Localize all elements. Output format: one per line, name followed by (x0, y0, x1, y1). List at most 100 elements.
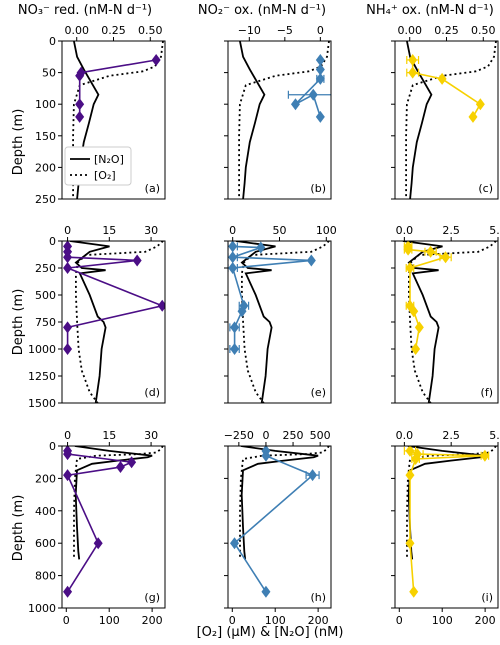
n2o-profile-g (74, 446, 153, 560)
top-tick-label-a: 0.50 (138, 24, 163, 37)
diamond-marker-c (468, 110, 478, 123)
top-tick-label-f: 2.5 (442, 224, 460, 237)
diamond-marker-i (480, 449, 490, 462)
diamond-marker-b (315, 53, 325, 66)
diamond-marker-d (63, 251, 73, 264)
diamond-marker-d (63, 343, 73, 355)
panel-b: −10 −5 0 (b) (224, 24, 332, 200)
diamond-marker-e (306, 254, 316, 267)
panel-label-c: (c) (478, 182, 493, 195)
panel-label-b: (b) (310, 182, 326, 195)
top-tick-label-e: 50 (273, 224, 287, 237)
plot-area-h (230, 446, 330, 598)
diamond-marker-f (403, 243, 413, 256)
n2o-profile-d (69, 241, 110, 403)
n2o-profile-e (235, 241, 276, 403)
diamond-marker-f (405, 262, 415, 274)
diamond-marker-g (63, 448, 73, 461)
col-title-1: NO₃⁻ red. (nM-N d⁻¹) (18, 3, 152, 18)
diamond-marker-g (63, 469, 73, 482)
bottom-tick-label-i: 0 (396, 614, 403, 627)
bottom-tick-label-i: 200 (475, 614, 496, 627)
top-tick-label-g: 0 (64, 429, 71, 442)
rate-line-d (66, 246, 165, 349)
rate-line-a (78, 59, 157, 117)
axes-frame-b (227, 40, 332, 200)
panel-h: −250 0 250 500 0 100 200 (h) (224, 429, 332, 627)
legend-o2-label: [O₂] (94, 169, 116, 182)
diamond-marker-i (405, 446, 415, 457)
y-tick-label-g: 600 (35, 537, 56, 550)
top-tick-label-i: 5.0 (489, 429, 500, 442)
panel-d: 0 250 500 750 1000 1250 1500 0 15 30 (d) (28, 224, 166, 410)
diamond-marker-f (426, 245, 436, 258)
diamond-marker-c (408, 66, 418, 79)
top-tick-label-d: 15 (102, 224, 116, 237)
panel-label-a: (a) (145, 182, 160, 195)
top-tick-label-g: 30 (144, 429, 158, 442)
diamond-marker-g (115, 461, 125, 474)
top-tick-label-i: 2.5 (442, 429, 460, 442)
top-tick-label-d: 0 (64, 224, 71, 237)
top-tick-label-a: 0.00 (64, 24, 89, 37)
diamond-marker-b (315, 72, 325, 85)
y-tick-label-d: 250 (35, 262, 56, 275)
diamond-marker-i (405, 469, 415, 482)
panel-a: 0 50 100 150 200 250 0.00 0.25 0.50 (a) [N₂O] [O₂] (35, 24, 166, 206)
diamond-marker-g (63, 585, 73, 598)
rate-line-f (407, 246, 449, 350)
diamond-marker-b (315, 63, 325, 76)
diamond-marker-a (75, 69, 85, 82)
plot-area-e (228, 241, 330, 403)
y-label-row-2: Depth (m) (11, 289, 26, 356)
plot-area-c (405, 41, 497, 199)
top-tick-label-e: 0 (229, 224, 236, 237)
col-title-2: NO₂⁻ ox. (nM-N d⁻¹) (198, 3, 326, 18)
n2o-profile-b (239, 41, 266, 199)
n2o-profile-f (402, 241, 443, 403)
diamond-marker-a (151, 53, 161, 66)
plot-area-i (403, 446, 497, 598)
y-tick-label-d: 500 (35, 289, 56, 302)
y-tick-label-a: 200 (35, 161, 56, 174)
diamond-marker-b (308, 88, 318, 101)
diamond-marker-e (228, 241, 238, 253)
diamond-marker-c (437, 72, 447, 85)
diamond-marker-g (93, 537, 103, 550)
o2-profile-i (406, 446, 497, 560)
diamond-marker-d (63, 321, 73, 334)
top-tick-label-f: 0.0 (396, 224, 414, 237)
diamond-marker-e (230, 343, 240, 355)
o2-profile-h (239, 446, 330, 560)
panel-label-g: (g) (144, 591, 160, 604)
diamond-marker-e (230, 321, 240, 334)
diamond-marker-f (414, 321, 424, 334)
y-tick-label-g: 800 (35, 570, 56, 583)
y-tick-label-a: 50 (42, 67, 56, 80)
y-tick-label-g: 1000 (28, 602, 56, 615)
top-tick-label-c: 0.25 (434, 24, 459, 37)
n2o-profile-i (407, 446, 486, 560)
panel-label-d: (d) (144, 386, 160, 399)
plot-area-g (63, 446, 164, 598)
panel-c: 0.00 0.25 0.50 (c) (391, 24, 499, 200)
axes-frame-g (61, 445, 166, 609)
top-tick-label-g: 15 (102, 429, 116, 442)
y-tick-label-d: 0 (49, 235, 56, 248)
y-tick-label-g: 0 (49, 440, 56, 453)
rate-line-c (411, 60, 482, 118)
y-tick-label-d: 1250 (28, 370, 56, 383)
y-tick-label-a: 100 (35, 98, 56, 111)
bottom-tick-label-i: 100 (432, 614, 453, 627)
panel-label-h: (h) (310, 591, 326, 604)
top-tick-label-h: 250 (283, 429, 304, 442)
bottom-tick-label-g: 200 (142, 614, 163, 627)
diamond-marker-e (256, 241, 266, 254)
diamond-marker-g (127, 456, 137, 469)
plot-area-d (63, 241, 165, 403)
legend-n2o-label: [N₂O] (94, 153, 124, 166)
plot-area-f (402, 241, 497, 403)
diamond-marker-f (441, 251, 451, 264)
top-tick-label-b: −5 (277, 24, 293, 37)
diamond-marker-b (315, 110, 325, 123)
